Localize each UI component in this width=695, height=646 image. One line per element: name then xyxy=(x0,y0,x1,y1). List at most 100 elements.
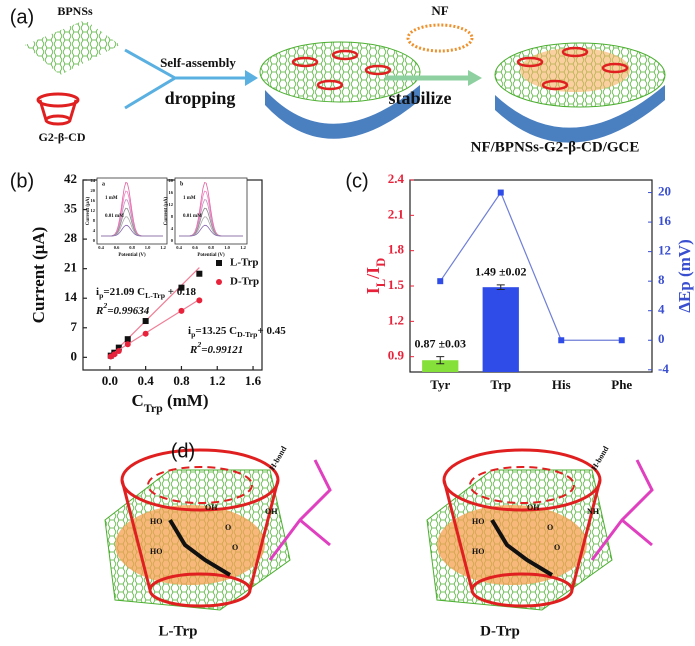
model-art xyxy=(104,448,654,611)
legend-label: L-Trp xyxy=(230,257,259,269)
panel-label: (a) xyxy=(10,6,34,28)
inset-note: 1 mM xyxy=(105,196,118,201)
scheme-label: NF/BPNSs-G2-β-CD/GCE xyxy=(471,139,640,155)
inset-y-tick: 0 xyxy=(171,238,174,243)
x-tick-label: Phe xyxy=(611,377,632,392)
fit-equation: ip=21.09 CL-Trp + 0.18 xyxy=(96,286,197,301)
inset-x-tick: 0.4 xyxy=(176,245,182,250)
bar xyxy=(422,360,459,372)
electrode xyxy=(265,85,420,139)
fit-r2-part: 2 xyxy=(196,340,201,349)
x-axis-title-part: (mM) xyxy=(163,391,209,410)
model-note: HO xyxy=(472,547,484,556)
fit-equation-part: =13.25 C xyxy=(195,325,237,337)
inset-note: 0.01 mM xyxy=(105,214,124,219)
x-tick-label: Tyr xyxy=(430,377,450,392)
fit-equation-part: L-Trp xyxy=(145,291,165,300)
y2-tick-label: 8 xyxy=(658,272,665,287)
y-tick-label: 21 xyxy=(64,260,77,275)
y-tick-label: 1.2 xyxy=(388,312,404,327)
model-note: HO xyxy=(472,517,484,526)
fit-equation-part: D-Trp xyxy=(237,330,257,339)
x-axis-title-part: Trp xyxy=(144,401,163,415)
y2-tick-label: 4 xyxy=(658,302,665,317)
panel-label: (b) xyxy=(10,170,34,192)
y2-tick-label: 12 xyxy=(658,243,671,258)
y-tick-label: 2.1 xyxy=(388,206,404,221)
inset-x-title: Potential (V) xyxy=(118,253,146,258)
scheme-label: Self-assembly xyxy=(160,55,236,70)
model-note: H-bond xyxy=(590,444,611,472)
inset-y-tick: 24 xyxy=(91,178,96,183)
y-axis-title: Current (μA) xyxy=(29,227,48,324)
y-tick-label: 14 xyxy=(64,289,78,304)
line-marker xyxy=(558,337,565,344)
inset-y-tick: 20 xyxy=(169,178,174,183)
fit-equation: ip=13.25 CD-Trp+ 0.45 xyxy=(188,325,286,340)
inset-tag: b xyxy=(180,181,184,187)
fit-equation-part: p xyxy=(191,330,195,339)
inset-curve xyxy=(179,224,243,237)
x-tick-label: 1.6 xyxy=(245,373,262,388)
cups xyxy=(516,46,629,91)
value-label: 1.49 ±0.02 xyxy=(475,265,527,279)
model-note: O xyxy=(232,543,238,552)
inset-y-tick: 0 xyxy=(93,238,96,243)
fit-r2-part: 2 xyxy=(102,301,107,310)
inset-curve xyxy=(101,224,163,237)
y2-tick-label: 0 xyxy=(658,331,665,346)
inset-y-tick: 12 xyxy=(169,202,174,207)
inset-y-title: Current (μA) xyxy=(164,196,169,225)
scheme-label: G2-β-CD xyxy=(39,130,86,144)
inset-y-tick: 4 xyxy=(93,228,96,233)
y-tick-label: 2.4 xyxy=(388,171,405,186)
nf-layer xyxy=(520,48,630,92)
scheme-label: NF xyxy=(431,3,448,18)
inset-x-tick: 1.2 xyxy=(160,245,166,250)
value-label: 0.87 ±0.03 xyxy=(414,336,466,350)
y-axis-title-part: I xyxy=(363,287,383,294)
fit-equation-part: i xyxy=(188,325,191,337)
legend-label: D-Trp xyxy=(230,276,259,288)
cup-side xyxy=(38,99,78,121)
legend-marker xyxy=(216,260,222,266)
fit-r2-part: =0.99634 xyxy=(107,305,150,317)
x-tick-label: 1.2 xyxy=(209,373,225,388)
plot-frame xyxy=(409,179,653,373)
y-tick-label: 0 xyxy=(71,348,78,363)
x-tick-label: 0.8 xyxy=(173,373,190,388)
y-tick-label: 42 xyxy=(64,171,77,186)
fit-equation-part: =21.09 C xyxy=(103,286,145,298)
x-tick-label: 0.4 xyxy=(138,373,155,388)
point xyxy=(124,341,131,348)
y2-tick-label: 16 xyxy=(658,213,672,228)
point xyxy=(178,284,185,291)
inset-x-title: Potential (V) xyxy=(197,253,225,258)
arrow xyxy=(124,48,255,110)
electrode xyxy=(495,85,665,143)
fit-r2-part: R xyxy=(95,305,103,317)
line-marker xyxy=(618,337,625,344)
cups xyxy=(291,49,392,91)
model-note: OH xyxy=(205,503,218,512)
inset-note: 1 mM xyxy=(183,196,196,201)
arrow-head xyxy=(468,70,482,86)
inset-y-tick: 8 xyxy=(171,214,174,219)
scheme-art xyxy=(25,20,666,143)
inset-x-tick: 0.8 xyxy=(129,245,135,250)
point xyxy=(115,344,122,351)
bar xyxy=(482,287,519,372)
legend-marker xyxy=(216,279,222,285)
inset-x-tick: 0.4 xyxy=(98,245,104,250)
point xyxy=(115,348,122,354)
panel-label: (d) xyxy=(171,440,195,462)
x-tick-label: 0.0 xyxy=(102,373,118,388)
nf xyxy=(406,23,474,53)
error-bar xyxy=(436,356,445,365)
electrode-film xyxy=(259,41,421,103)
inset-x-tick: 1.0 xyxy=(224,245,230,250)
fit-equation-part: + 0.18 xyxy=(165,286,197,298)
fit-r2-part: =0.99121 xyxy=(201,344,243,356)
fit-r2: R2=0.99634 xyxy=(95,301,150,316)
